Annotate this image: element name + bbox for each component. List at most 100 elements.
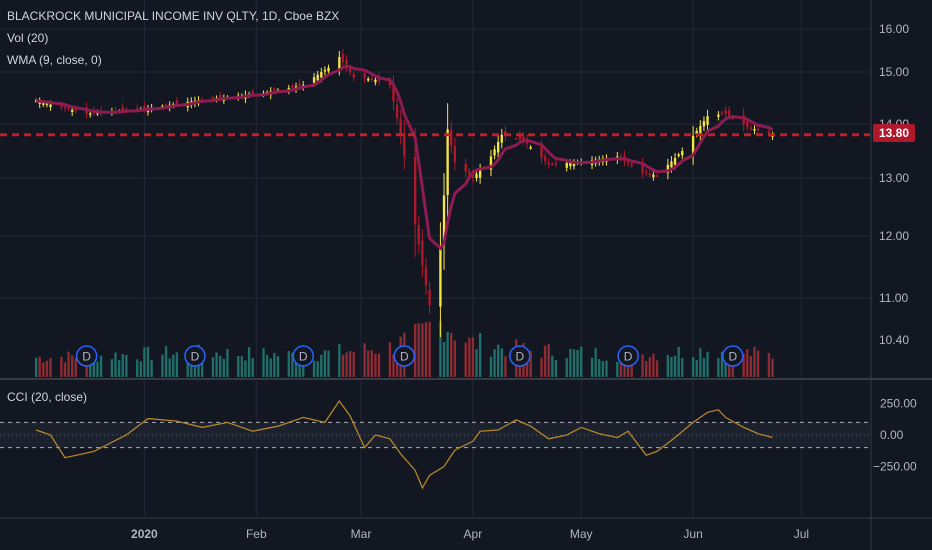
volume-bar	[211, 357, 215, 377]
candle	[42, 102, 45, 105]
candle	[442, 195, 446, 246]
candle	[702, 121, 706, 127]
dividend-marker-label: D	[299, 350, 308, 364]
dividend-marker	[617, 345, 639, 367]
candle	[49, 104, 52, 108]
candle	[388, 80, 392, 85]
volume-bar	[598, 358, 601, 377]
candle	[641, 163, 644, 173]
dividend-marker-label: D	[400, 350, 409, 364]
volume-bar	[370, 350, 373, 377]
volume-bar	[616, 361, 619, 377]
dividend-marker	[75, 345, 98, 367]
candle	[450, 129, 453, 146]
volume-bar	[645, 361, 648, 377]
candle	[551, 163, 554, 166]
volume-bar	[348, 351, 352, 377]
dividend-marker-label: D	[191, 350, 200, 364]
candle	[161, 106, 164, 108]
volume-bar	[110, 359, 114, 377]
candle	[363, 73, 366, 79]
volume-bar	[529, 350, 532, 377]
cci-tick-label: −250.00	[873, 460, 917, 474]
candle	[63, 106, 67, 109]
current-price-tag: 13.80	[873, 124, 915, 142]
volume-bar	[547, 344, 550, 377]
volume-bar	[42, 362, 45, 377]
candle	[395, 104, 399, 118]
volume-bar	[269, 358, 272, 377]
volume-bar	[728, 360, 731, 377]
volume-bar	[421, 323, 424, 377]
volume-bar	[648, 357, 651, 377]
volume-bar	[489, 356, 493, 377]
volume-bar	[540, 357, 543, 377]
volume-bar	[237, 355, 240, 377]
candle	[493, 149, 496, 156]
candle	[468, 170, 471, 175]
symbol-title: BLACKROCK MUNICIPAL INCOME INV QLTY, 1D,…	[7, 9, 340, 23]
candle	[345, 59, 348, 67]
volume-bar	[226, 348, 229, 377]
volume-bar	[475, 349, 478, 377]
volume-bar	[655, 360, 659, 377]
volume-bar	[746, 349, 749, 377]
volume-bar	[706, 351, 709, 377]
candle	[370, 78, 373, 80]
candle	[699, 125, 702, 135]
candle	[666, 164, 670, 174]
candle	[327, 67, 330, 72]
wma-legend: WMA (9, close, 0)	[7, 53, 102, 67]
volume-bar	[572, 349, 576, 377]
cci-line	[35, 399, 773, 490]
candle	[164, 104, 168, 107]
volume-bar	[392, 354, 395, 377]
price-tick-label: 10.40	[879, 333, 909, 347]
volume-bar	[146, 346, 150, 377]
candle	[630, 163, 633, 166]
candle	[67, 107, 70, 110]
volume-bar	[742, 353, 745, 377]
volume-bar	[240, 356, 244, 377]
dividend-marker	[722, 345, 744, 367]
volume-bar	[699, 348, 702, 377]
dividend-marker-label: D	[82, 350, 91, 364]
candle	[439, 248, 442, 307]
volume-bar	[468, 337, 471, 377]
candle	[45, 103, 49, 105]
volume-bar	[749, 356, 753, 377]
volume-bar	[377, 353, 381, 377]
volume-bar	[168, 358, 171, 377]
candle	[518, 135, 522, 140]
candle	[753, 129, 756, 131]
volume-bar	[125, 354, 128, 377]
volume-bar	[117, 360, 121, 377]
volume-bar	[497, 344, 500, 377]
candle	[554, 162, 558, 165]
volume-bar	[446, 331, 449, 377]
time-tick-label: May	[570, 527, 593, 541]
candle	[417, 224, 420, 245]
volume-bar	[388, 342, 392, 377]
volume-bar	[327, 350, 330, 377]
cci-tick-label: 0.00	[880, 428, 904, 442]
volume-bar	[312, 360, 316, 377]
candle	[428, 289, 431, 305]
dividend-marker-label: D	[515, 350, 524, 364]
candle	[298, 83, 301, 86]
candle	[251, 91, 254, 95]
volume-bar	[666, 355, 670, 377]
dividend-marker	[509, 345, 531, 367]
candle	[681, 151, 684, 156]
volume-bar	[677, 346, 680, 377]
candle	[338, 56, 341, 69]
volume-bar	[580, 346, 583, 377]
candle	[453, 145, 457, 162]
volume-bar	[702, 358, 706, 377]
candle	[728, 110, 731, 116]
volume-bar	[193, 358, 197, 377]
candle	[464, 163, 467, 172]
volume-bar	[500, 348, 503, 377]
